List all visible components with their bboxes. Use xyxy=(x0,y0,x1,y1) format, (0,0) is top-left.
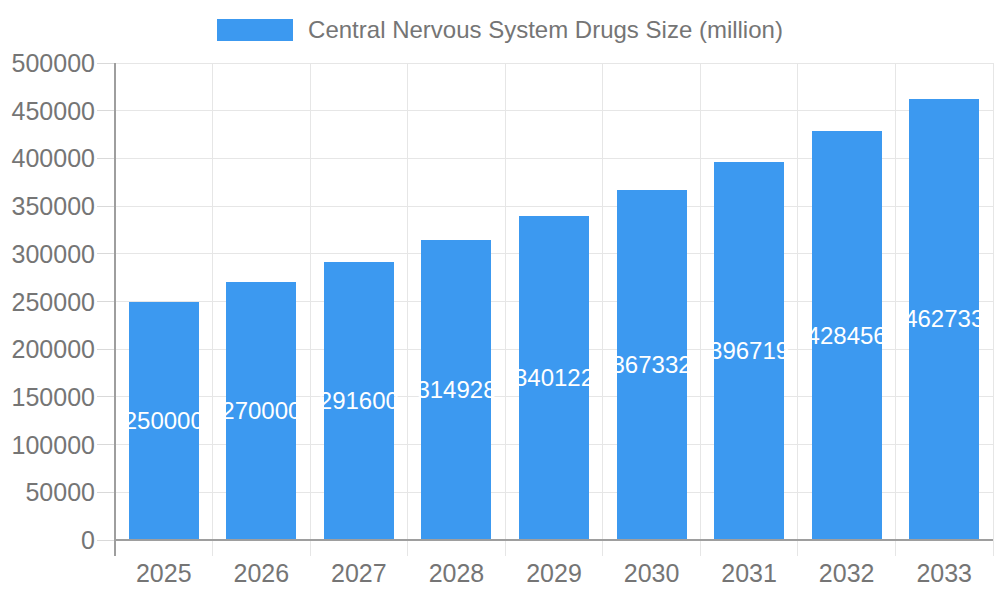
bar[interactable] xyxy=(226,282,296,540)
y-axis-tick xyxy=(97,444,115,445)
bar[interactable] xyxy=(617,190,687,540)
y-axis-tick xyxy=(97,492,115,493)
y-axis-tick xyxy=(97,63,115,64)
y-axis-label: 500000 xyxy=(0,48,95,78)
y-axis-label: 400000 xyxy=(0,143,95,173)
legend-swatch xyxy=(217,19,293,41)
gridline-vertical xyxy=(505,63,506,556)
y-axis-label: 100000 xyxy=(0,430,95,460)
y-axis-tick xyxy=(97,349,115,350)
y-axis-tick xyxy=(97,540,115,541)
gridline-vertical xyxy=(700,63,701,556)
chart-legend[interactable]: Central Nervous System Drugs Size (milli… xyxy=(0,16,1000,44)
gridline-vertical xyxy=(797,63,798,556)
y-axis-label: 200000 xyxy=(0,334,95,364)
y-axis-label: 50000 xyxy=(0,477,95,507)
y-axis-label: 350000 xyxy=(0,191,95,221)
bar[interactable] xyxy=(812,131,882,540)
gridline-horizontal xyxy=(115,110,993,111)
bar[interactable] xyxy=(519,216,589,540)
y-axis-label: 300000 xyxy=(0,239,95,269)
legend-label: Central Nervous System Drugs Size (milli… xyxy=(308,16,783,44)
bar[interactable] xyxy=(714,162,784,540)
x-axis-label: 2033 xyxy=(884,558,1000,588)
y-axis-label: 150000 xyxy=(0,382,95,412)
y-axis-line xyxy=(114,63,116,556)
y-axis-tick xyxy=(97,253,115,254)
y-axis-tick xyxy=(97,110,115,111)
bar[interactable] xyxy=(909,99,979,540)
gridline-vertical xyxy=(212,63,213,556)
gridline-vertical xyxy=(895,63,896,556)
bar-chart: Central Nervous System Drugs Size (milli… xyxy=(0,0,1000,600)
bar[interactable] xyxy=(421,240,491,540)
y-axis-tick xyxy=(97,206,115,207)
gridline-vertical xyxy=(993,63,994,556)
x-axis-line xyxy=(115,539,993,541)
bar[interactable] xyxy=(129,302,199,541)
y-axis-label: 450000 xyxy=(0,96,95,126)
y-axis-label: 250000 xyxy=(0,287,95,317)
gridline-vertical xyxy=(407,63,408,556)
gridline-vertical xyxy=(602,63,603,556)
y-axis-label: 0 xyxy=(0,525,95,555)
y-axis-tick xyxy=(97,301,115,302)
y-axis-tick xyxy=(97,396,115,397)
y-axis-tick xyxy=(97,158,115,159)
gridline-horizontal xyxy=(115,63,993,64)
gridline-vertical xyxy=(310,63,311,556)
bar[interactable] xyxy=(324,262,394,540)
